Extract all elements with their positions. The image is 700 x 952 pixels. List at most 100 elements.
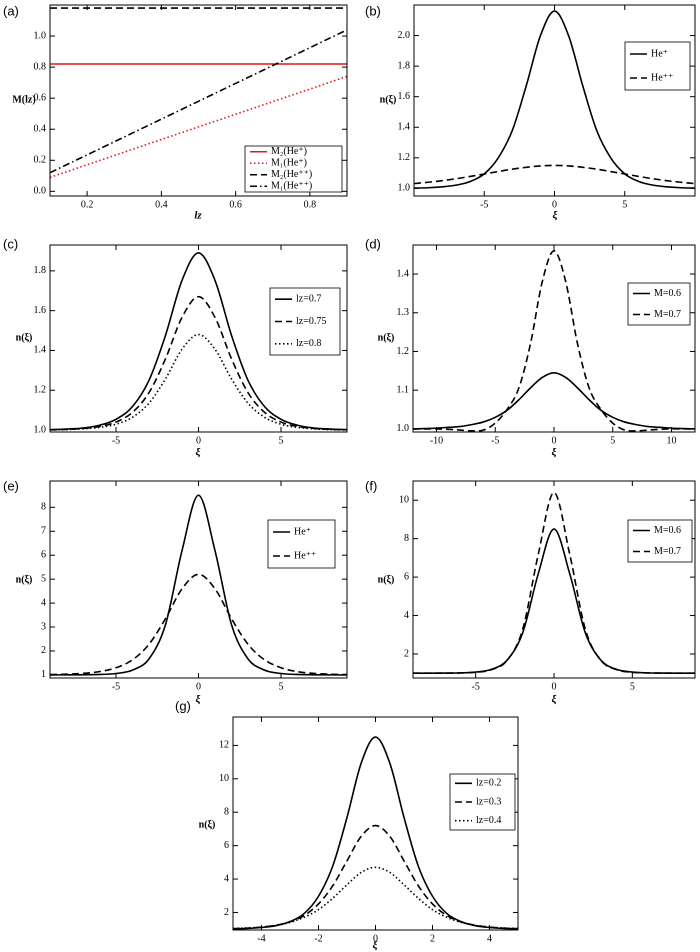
x-tick-label: 10 [667,435,677,446]
y-tick-label: 1.2 [398,152,411,163]
y-tick-label: 6 [41,550,46,561]
legend-label: He⁺ [294,526,311,537]
x-tick-label: -5 [112,681,120,692]
x-tick-label: -5 [480,199,488,210]
y-tick-label: 2 [224,907,229,918]
plot-frame [49,244,348,433]
x-tick-label: 5 [630,681,635,692]
y-tick-label: 1.0 [398,183,411,194]
x-tick-label: 0 [552,435,557,446]
x-tick-label: 0 [373,933,378,944]
x-tick-label: -5 [112,435,120,446]
x-axis-label: ξ [552,447,557,459]
x-tick-label: 0 [196,681,201,692]
x-tick-label: 0.8 [304,199,317,210]
series-line [50,573,347,676]
y-tick-label: 4 [41,597,46,608]
x-axis-label: ξ [553,210,558,222]
legend-label: M₂(He⁺) [271,146,307,157]
y-tick-label: 4 [404,610,409,621]
y-axis-label: n(ξ) [199,819,216,830]
panel: (c) ξ n(ξ) -5 0 5 1.0 1.2 1.4 1.6 1.8 lz=0.7 lz=0.75… [3,236,348,459]
legend: lz=0.2 lz=0.3 lz=0.4 [449,773,516,831]
x-tick-label: 2 [430,933,435,944]
x-axis-label: ξ [196,694,201,706]
legend-label: M₁(He⁺) [271,158,307,169]
legend-box [624,41,691,91]
y-tick-label: 1.2 [397,346,410,357]
legend: M=0.6 M=0.7 [627,519,693,563]
y-tick-label: 10 [399,495,409,506]
series-line [233,824,518,930]
series-line [233,736,518,930]
panel: (f) ξ n(ξ) -5 0 5 2 4 6 8 10 M=0.6 M=0.7 [365,478,696,706]
panel: (b) ξ n(ξ) -5 0 5 1.0 1.2 1.4 1.6 1.8 2.0 He⁺ He⁺⁺ [365,3,696,222]
x-axis-label: ξ [196,447,201,459]
y-tick-label: 2.0 [398,30,411,41]
y-axis-label: M(lz) [12,94,35,105]
x-tick-label: 0.6 [229,199,242,210]
series-line [50,494,347,676]
panel: (a) lz M(lz) 0.2 0.4 0.6 0.8 0.0 0.2 0.4 0.6 0.8 1.0… [3,3,348,222]
series-line [50,295,347,431]
y-tick-label: 1.0 [397,423,410,434]
legend-label: lz=0.75 [296,316,326,327]
panel-label: (f) [365,478,377,493]
x-tick-label: -2 [314,933,322,944]
panel: (d)ξn(ξ)-10 -5 0 5 101.01.11.21.31.4M=0.6M=0… [365,236,696,459]
legend-label: He⁺⁺ [651,72,673,83]
legend-box [627,519,693,563]
legend-label: M=0.7 [654,309,681,320]
y-tick-label: 1.4 [398,122,411,133]
x-tick-label: -5 [471,681,479,692]
plot-frame [49,480,348,679]
x-tick-label: 4 [487,933,492,944]
series-line [50,252,347,431]
y-tick-label: 1.8 [398,60,411,71]
legend-label: lz=0.4 [476,815,501,826]
y-tick-label: 0.4 [34,124,47,135]
plot-frame [413,4,696,197]
x-axis-label: ξ [552,694,557,706]
panel-label: (g) [175,698,191,713]
x-tick-label: -4 [257,933,265,944]
y-axis-label: n(ξ) [378,332,395,343]
y-tick-label: 1.1 [397,384,410,395]
legend-box [267,519,336,569]
panel: (e) ξ n(ξ) -5 0 5 1 2 3 4 5 6 7 8 He⁺ He⁺⁺ [3,478,348,706]
plot-frame [412,244,696,433]
plot-frame [412,480,696,679]
y-tick-label: 1.3 [397,307,410,318]
x-tick-label: 5 [610,435,615,446]
y-tick-label: 0.2 [34,155,47,166]
y-tick-label: 1.4 [397,268,410,279]
plot-frame [232,716,519,931]
legend-label: lz=0.2 [476,778,501,789]
x-tick-label: 0.2 [81,199,94,210]
y-tick-label: 8 [404,533,409,544]
legend-label: M=0.7 [654,546,681,557]
legend-box [627,282,691,326]
legend-label: M=0.6 [654,525,681,536]
x-tick-label: 0 [552,199,557,210]
x-tick-label: 5 [279,681,284,692]
legend-box [244,145,343,193]
legend: M₂(He⁺)M₁(He⁺)M₂(He⁺⁺)M₁(He⁺⁺) [244,145,343,193]
panel-label: (c) [3,236,18,251]
y-tick-label: 1.6 [398,91,411,102]
x-tick-label: -5 [491,435,499,446]
y-tick-label: 7 [41,526,46,537]
series-line [413,250,695,432]
legend-label: M=0.6 [654,288,681,299]
y-tick-label: 2 [41,645,46,656]
y-tick-label: 6 [404,571,409,582]
series-line [50,333,347,431]
y-tick-label: 0.6 [34,92,47,103]
panel-label: (e) [3,478,19,493]
y-tick-label: 0.0 [34,186,47,197]
x-tick-label: 0.4 [155,199,168,210]
legend-label: M₁(He⁺⁺) [271,181,312,192]
y-tick-label: 6 [224,840,229,851]
series-line [414,10,695,189]
